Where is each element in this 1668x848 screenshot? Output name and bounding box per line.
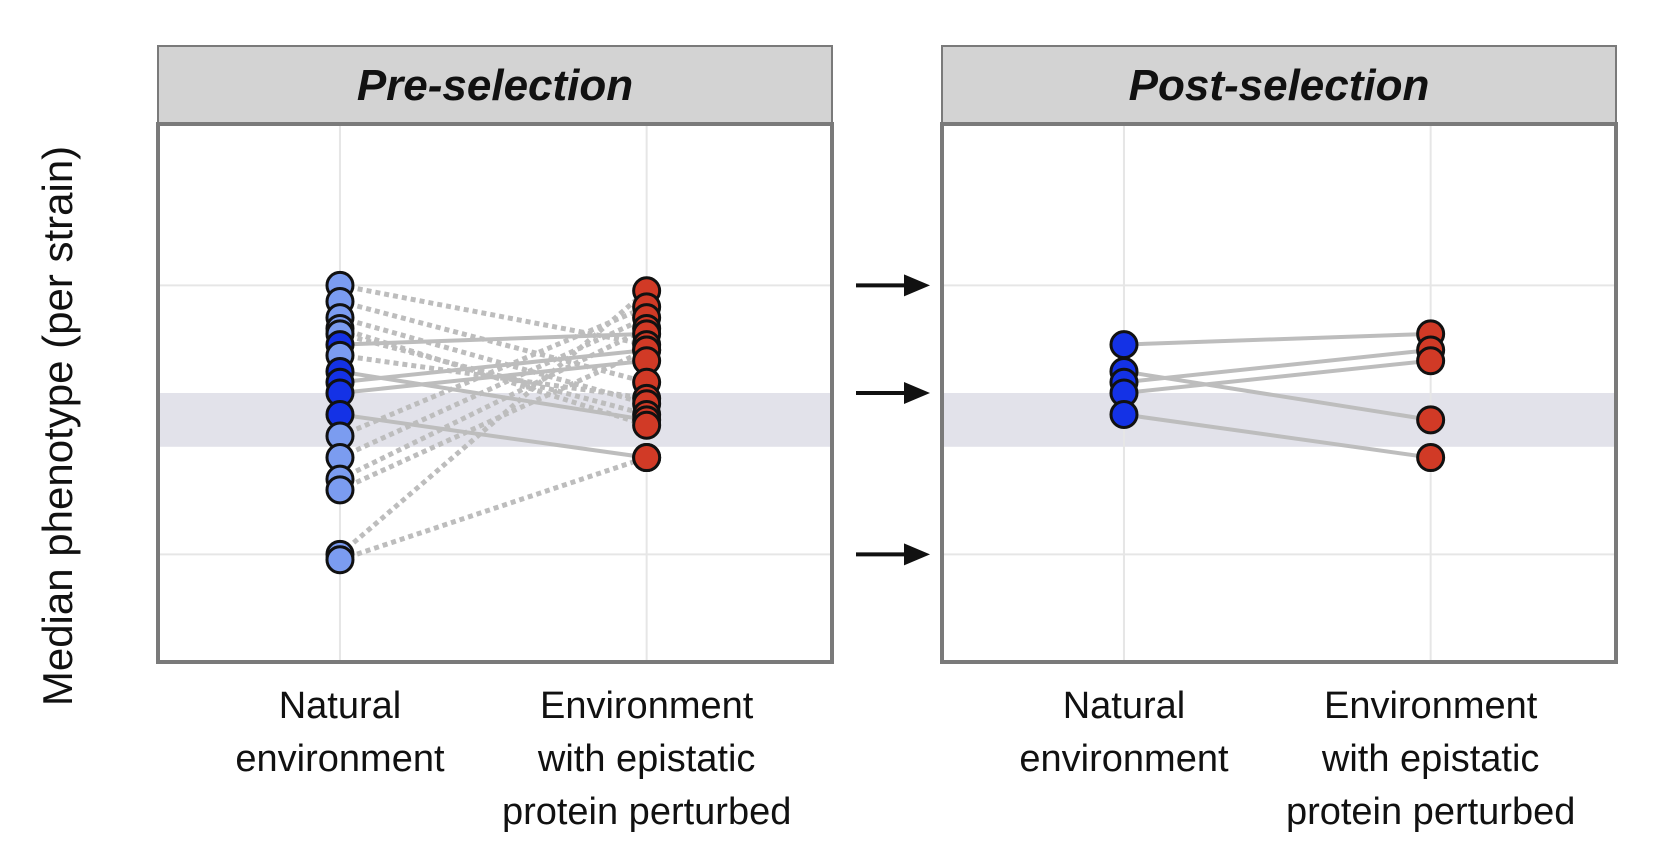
x-tick-label-line: protein perturbed: [1286, 791, 1575, 833]
pair-line-solid: [339, 412, 647, 460]
pair-line-solid: [339, 358, 647, 395]
pair-line-dotted: [339, 304, 648, 439]
perturbed-point: [1416, 346, 1446, 376]
right-arrow-icon: [856, 382, 930, 404]
pair-line-dotted: [339, 315, 648, 407]
plot-frame: [156, 122, 834, 664]
x-tick-label-line: Natural: [1063, 685, 1186, 727]
right-arrow-icon: [856, 543, 930, 566]
arrow-head: [904, 543, 930, 566]
x-tick-label: Environment with epistatic protein perturb…: [1286, 685, 1575, 833]
x-tick-label-line: with epistatic: [537, 738, 756, 780]
natural-point: [1109, 330, 1139, 360]
x-tick-label-line: Environment: [1324, 685, 1538, 727]
pair-line-solid: [1123, 358, 1431, 395]
natural-point: [325, 545, 355, 575]
natural-point: [1109, 400, 1139, 430]
x-tick-label-line: Natural: [279, 685, 402, 727]
natural-point: [325, 475, 355, 505]
x-tick-label-line: protein perturbed: [502, 791, 791, 833]
arrow-head: [904, 382, 930, 404]
pair-line-dotted: [338, 315, 648, 460]
y-axis-label: Median phenotype (per strain): [34, 146, 81, 706]
perturbed-point: [1416, 405, 1446, 435]
pair-line-solid: [1123, 331, 1431, 347]
pair-line-solid: [1123, 347, 1431, 385]
perturbed-point: [632, 443, 662, 473]
panel-1: Pre-selection Natural environment Environme…: [156, 45, 834, 833]
arrow-head: [904, 274, 930, 297]
x-tick-label-line: Environment: [540, 685, 754, 727]
pair-line-solid: [1123, 412, 1431, 460]
x-tick-label: Natural environment: [235, 685, 445, 780]
panel-title: Pre-selection: [357, 61, 633, 110]
pair-line-dotted: [339, 299, 648, 385]
pair-line-solid: [339, 347, 647, 385]
pair-line-dotted: [339, 331, 648, 417]
arrow-group: [856, 274, 930, 566]
panel-title-strip: [941, 45, 1617, 125]
pair-line-solid: [1123, 369, 1431, 422]
pair-line-solid: [339, 331, 647, 347]
pair-line-dotted: [338, 326, 648, 482]
x-tick-label-line: environment: [235, 738, 445, 780]
pair-line-dotted: [339, 282, 648, 348]
x-tick-label-line: with epistatic: [1321, 738, 1540, 780]
perturbed-point: [632, 410, 662, 440]
perturbed-point: [1416, 443, 1446, 473]
highlight-band: [942, 393, 1616, 447]
panel-title: Post-selection: [1129, 61, 1430, 110]
x-tick-label-line: environment: [1019, 738, 1229, 780]
x-tick-label: Environment with epistatic protein perturb…: [502, 685, 791, 833]
right-arrow-icon: [856, 274, 930, 297]
panels: Pre-selection Natural environment Environme…: [156, 45, 1618, 833]
pair-line-solid: [339, 369, 647, 422]
plot-frame: [940, 122, 1618, 664]
pair-line-dotted: [338, 347, 648, 493]
panel-2: Post-selection Natural environment Environm…: [940, 45, 1618, 833]
panel-title-strip: [157, 45, 833, 125]
x-tick-label: Natural environment: [1019, 685, 1229, 780]
